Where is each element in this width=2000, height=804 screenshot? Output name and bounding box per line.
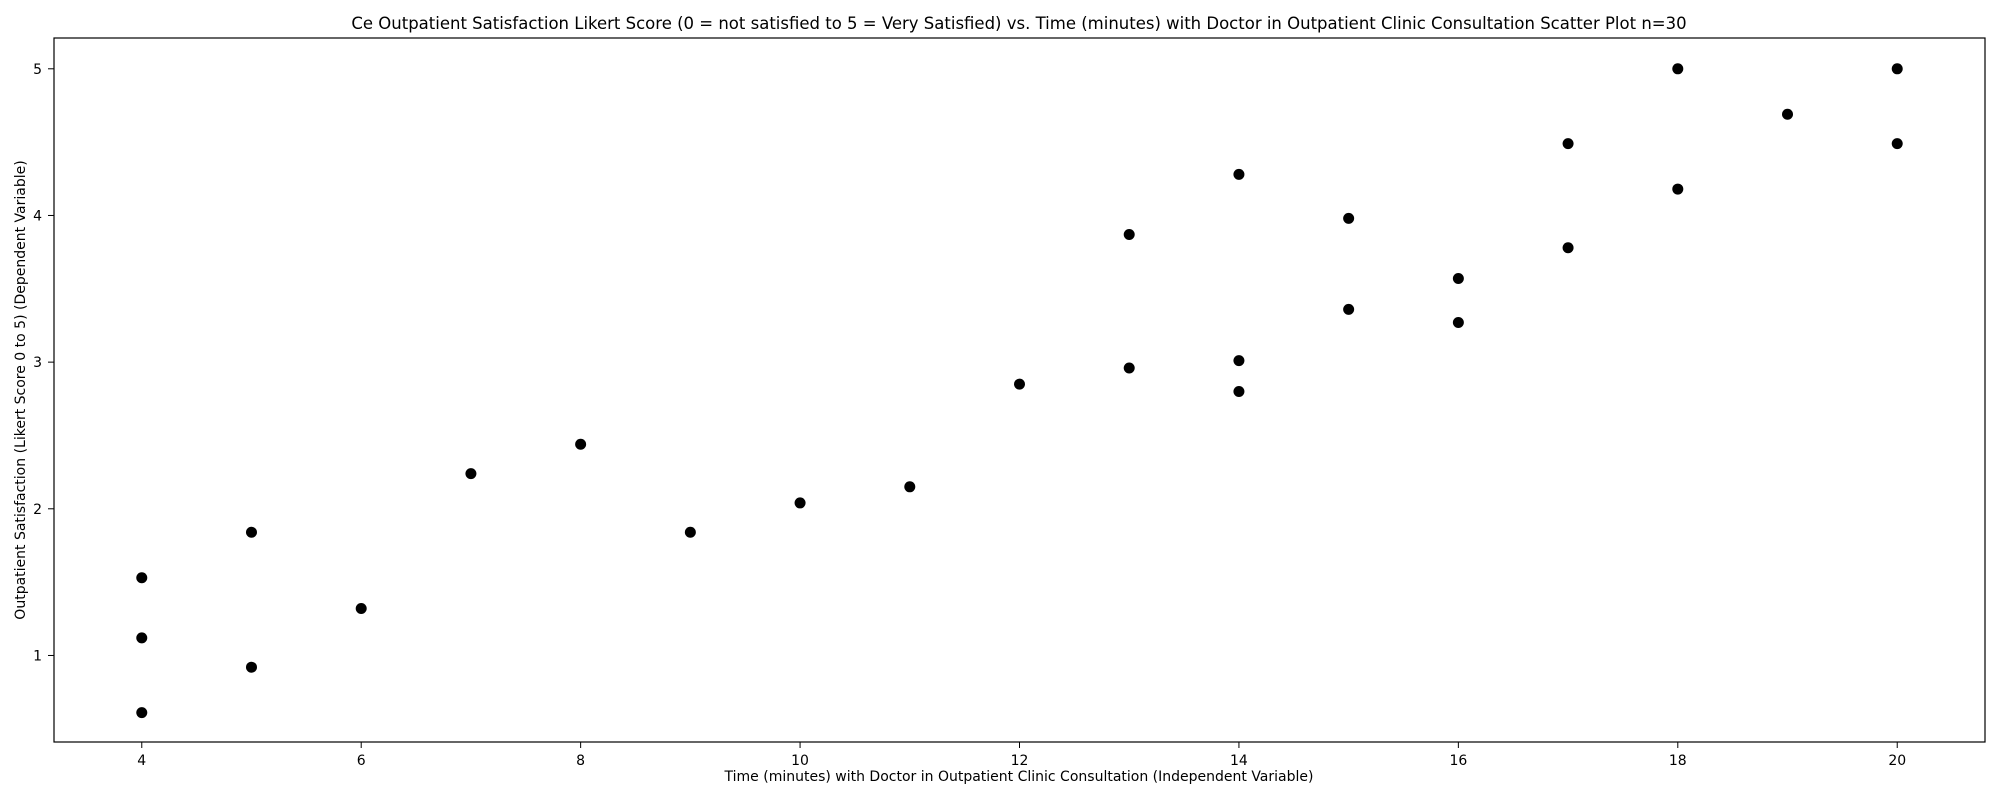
scatter-point xyxy=(1014,378,1025,390)
scatter-point xyxy=(136,707,148,719)
x-tick-label: 16 xyxy=(1449,753,1467,769)
x-tick-label: 18 xyxy=(1669,753,1687,769)
scatter-point xyxy=(1343,303,1355,315)
scatter-point xyxy=(1562,242,1574,254)
y-tick-label: 5 xyxy=(33,62,42,78)
x-tick-label: 10 xyxy=(791,753,809,769)
data-points xyxy=(136,63,1903,719)
chart-title: Ce Outpatient Satisfaction Likert Score … xyxy=(351,14,1686,33)
scatter-point xyxy=(684,526,696,538)
scatter-point xyxy=(1233,168,1245,180)
x-axis-label: Time (minutes) with Doctor in Outpatient… xyxy=(724,769,1314,785)
x-tick-label: 20 xyxy=(1888,753,1906,769)
scatter-point xyxy=(1343,212,1355,224)
scatter-point xyxy=(245,661,257,673)
scatter-point xyxy=(1123,362,1135,374)
scatter-point xyxy=(1233,385,1245,397)
scatter-point xyxy=(1123,229,1135,241)
scatter-point xyxy=(575,438,587,450)
scatter-point xyxy=(1452,273,1464,285)
scatter-point xyxy=(1452,317,1464,329)
y-tick-label: 2 xyxy=(33,502,42,518)
scatter-point xyxy=(355,603,367,615)
scatter-point xyxy=(794,497,806,509)
scatter-point xyxy=(136,572,148,584)
x-tick-label: 6 xyxy=(357,753,366,769)
scatter-point xyxy=(136,632,148,644)
x-tick-label: 12 xyxy=(1011,753,1029,769)
y-tick-label: 4 xyxy=(33,208,42,224)
x-axis-ticks: 4 6 8 10 12 14 16 18 20 xyxy=(137,742,1906,769)
scatter-point xyxy=(1672,183,1684,195)
y-tick-label: 1 xyxy=(33,648,42,664)
scatter-point xyxy=(1891,138,1903,150)
scatter-point xyxy=(1782,108,1794,120)
scatter-point xyxy=(1891,63,1903,75)
scatter-point xyxy=(245,526,257,538)
scatter-point xyxy=(465,468,477,480)
y-axis-label: Outpatient Satisfaction (Likert Score 0 … xyxy=(13,160,29,619)
scatter-point xyxy=(1672,63,1684,75)
plot-area-frame xyxy=(53,37,1986,743)
x-tick-label: 4 xyxy=(137,753,146,769)
x-tick-label: 14 xyxy=(1230,753,1248,769)
x-tick-label: 8 xyxy=(576,753,585,769)
y-tick-label: 3 xyxy=(33,355,42,371)
y-axis-ticks: 1 2 3 4 5 xyxy=(33,62,54,664)
scatter-point xyxy=(904,481,916,493)
scatter-point xyxy=(1233,355,1245,367)
scatter-point xyxy=(1562,138,1574,150)
